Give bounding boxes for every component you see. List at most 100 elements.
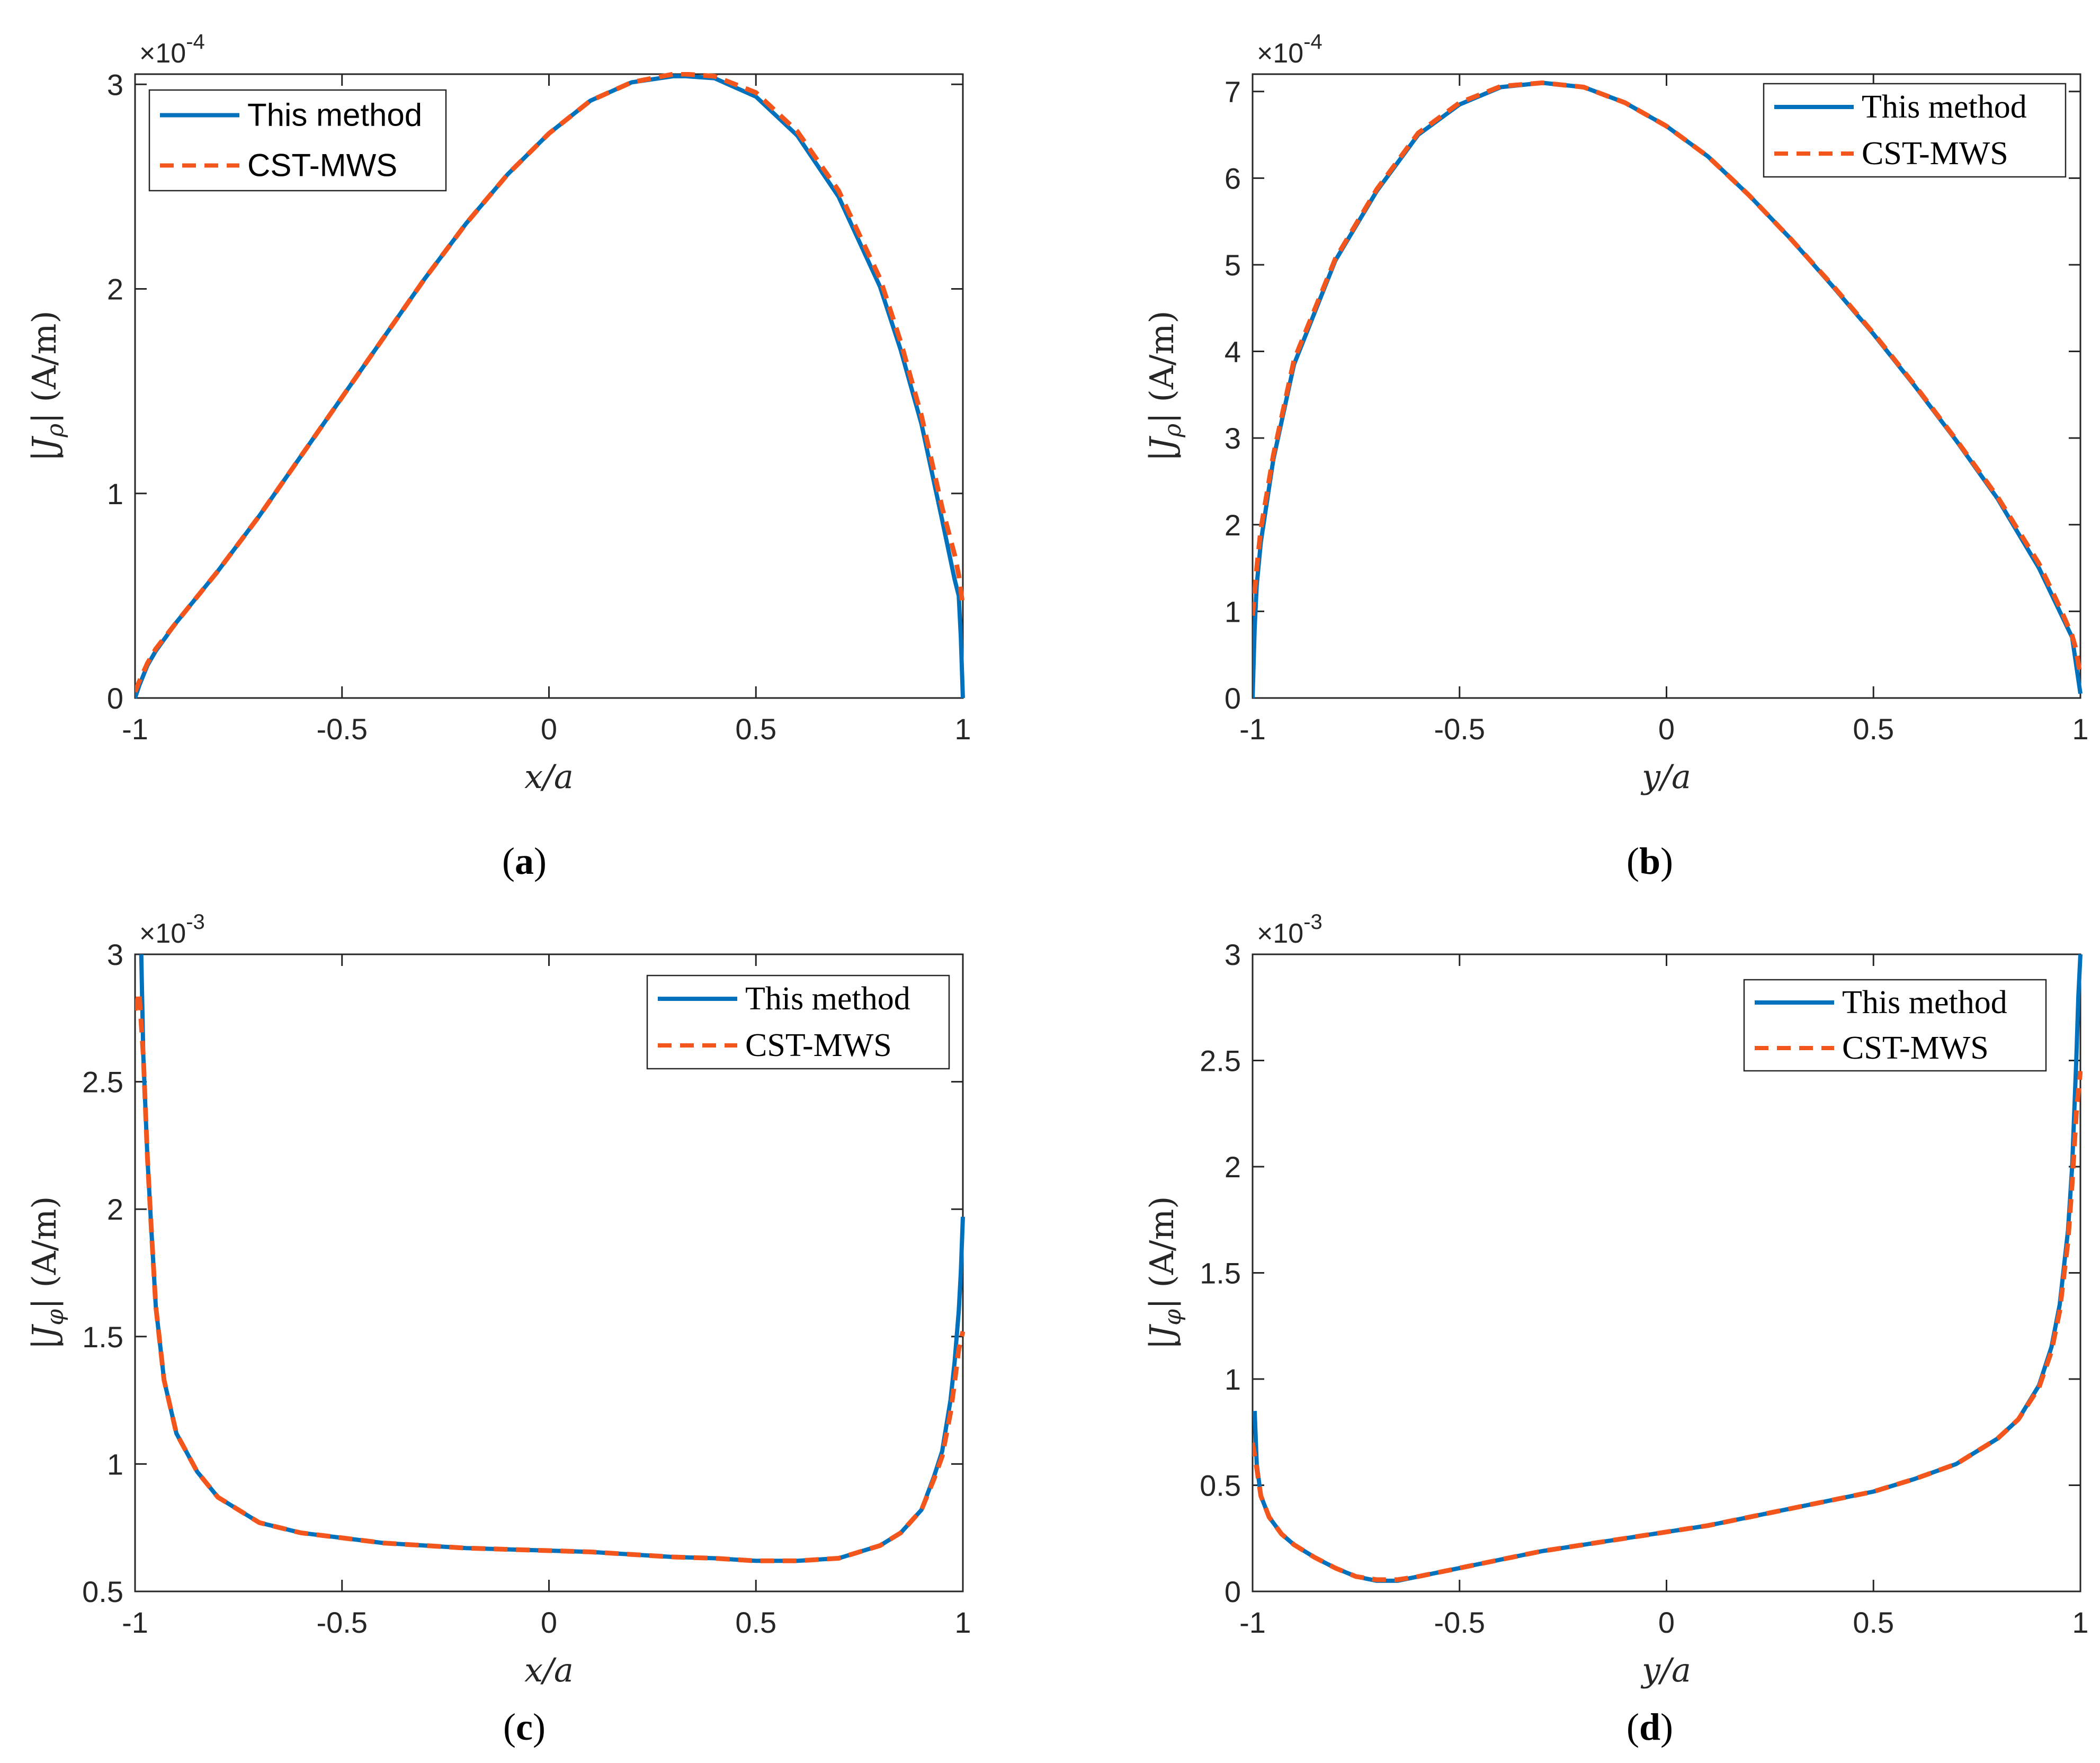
exponent-label: ×10-4: [1257, 30, 1322, 69]
y-label-bar: |: [1142, 1339, 1181, 1350]
panel-caption: (c): [503, 1706, 546, 1748]
legend-label: This method: [1862, 89, 2027, 125]
y-axis-label: |Jρ| (A/m): [25, 310, 69, 461]
panel-caption-letter: a: [515, 840, 534, 882]
x-axis-label: x/a: [524, 757, 574, 796]
legend-box: [148, 89, 447, 192]
plot-area: [1253, 80, 2083, 699]
y-tick-label: 2.5: [82, 1066, 123, 1099]
legend-label: This method: [745, 981, 910, 1017]
y-label-bar: |: [25, 1339, 64, 1350]
legend: This method CST-MWS: [1743, 979, 2047, 1072]
y-tick-label: 7: [1225, 75, 1241, 109]
exponent-power: -4: [186, 30, 205, 53]
x-tick-label: 1: [954, 712, 971, 746]
x-axis-label: y/a: [1640, 1651, 1691, 1689]
panel-d: -1 -0.5 0 0.5 1 0 0.5 1 1.5 2 2.5 3 ×10-3 y/a |Jφ| (A/…: [1142, 910, 2089, 1748]
exponent-base: ×10: [139, 38, 186, 69]
y-tick-label: 1.5: [82, 1320, 123, 1354]
exponent-label: ×10-3: [1257, 910, 1322, 949]
y-label-sub: φ: [1159, 1309, 1186, 1326]
y-tick-label: 2.5: [1200, 1044, 1241, 1078]
y-tick-label: 2: [107, 1193, 123, 1226]
x-tick-label: 0.5: [735, 1606, 776, 1639]
legend-box: [646, 974, 950, 1070]
x-tick-label: 0: [541, 1606, 557, 1639]
legend-label: CST-MWS: [247, 148, 397, 183]
x-tick-label: 0.5: [1853, 1606, 1894, 1639]
y-label-bar: |: [1142, 1287, 1181, 1309]
y-tick-label: 1: [1225, 595, 1241, 628]
y-tick-label: 1: [107, 477, 123, 511]
y-tick-label: 1.5: [1200, 1257, 1241, 1290]
legend-label: CST-MWS: [1862, 136, 2008, 172]
exponent-base: ×10: [1257, 918, 1303, 949]
series-cst-mws-line: [135, 990, 965, 1563]
x-axis-label: y/a: [1640, 757, 1691, 796]
legend-label: CST-MWS: [745, 1027, 892, 1063]
exponent-base: ×10: [139, 918, 186, 949]
plot-area: [135, 72, 965, 699]
series-cst-mws-line: [1253, 80, 2083, 677]
series-cst-mws-line: [1253, 1071, 2083, 1582]
y-tick-label: 2: [107, 273, 123, 306]
panel-a: -1 -0.5 0 0.5 1 0 1 2 3 ×10-4 x/a |Jρ| (A/m) This me…: [25, 30, 971, 882]
y-axis-label: |Jφ| (A/m): [25, 1196, 69, 1349]
panel-caption-letter: d: [1639, 1706, 1660, 1748]
y-axis-label: |Jφ| (A/m): [1142, 1196, 1186, 1349]
legend-box: [1763, 83, 2067, 178]
legend: This method CST-MWS: [148, 89, 447, 192]
panel-caption: (b): [1627, 840, 1673, 882]
x-tick-label: 1: [2072, 712, 2088, 746]
panel-caption: (d): [1627, 1706, 1673, 1748]
x-tick-label: 0: [541, 712, 557, 746]
y-label-bar: |: [25, 451, 64, 462]
y-tick-label: 1: [1225, 1363, 1241, 1396]
x-tick-label: 1: [954, 1606, 971, 1639]
y-tick-label: 0.5: [1200, 1469, 1241, 1502]
y-label-sub: φ: [42, 1309, 69, 1326]
exponent-base: ×10: [1257, 38, 1303, 69]
exponent-power: -4: [1303, 30, 1322, 53]
x-tick-label: -0.5: [317, 1606, 368, 1639]
exponent-power: -3: [186, 910, 205, 934]
y-label-bar: |: [1142, 402, 1181, 424]
y-tick-label: 3: [107, 938, 123, 971]
axes-box: [1252, 73, 2081, 699]
y-tick-label: 3: [1225, 938, 1241, 971]
y-tick-label: 2: [1225, 1150, 1241, 1184]
y-label-unit: (A/m): [25, 1196, 64, 1287]
x-tick-label: 1: [2072, 1606, 2088, 1639]
y-axis-label: |Jρ| (A/m): [1142, 310, 1186, 461]
x-tick-label: 0: [1658, 712, 1675, 746]
panel-caption-letter: b: [1639, 840, 1660, 882]
y-label-bar: |: [25, 1287, 64, 1309]
exponent-label: ×10-3: [139, 910, 205, 949]
y-tick-label: 5: [1225, 248, 1241, 282]
y-tick-label: 0.5: [82, 1575, 123, 1608]
x-tick-label: 0.5: [735, 712, 776, 746]
y-label-sub: ρ: [1159, 424, 1186, 438]
exponent-label: ×10-4: [139, 30, 205, 69]
y-label-bar: |: [1142, 451, 1181, 462]
legend-box: [1743, 979, 2047, 1072]
y-label-unit: (A/m): [1142, 1196, 1181, 1287]
y-label-unit: (A/m): [1142, 310, 1181, 402]
y-tick-label: 0: [1225, 682, 1241, 715]
x-tick-label: -0.5: [1434, 712, 1486, 746]
legend-label: This method: [1842, 985, 2007, 1021]
x-tick-label: 0.5: [1853, 712, 1894, 746]
plot-area: [135, 954, 965, 1563]
panel-caption: (a): [502, 840, 547, 882]
y-tick-label: 0: [107, 682, 123, 715]
x-tick-label: -0.5: [1434, 1606, 1486, 1639]
exponent-power: -3: [1303, 910, 1322, 934]
y-tick-label: 4: [1225, 335, 1241, 369]
y-tick-label: 3: [1225, 422, 1241, 455]
y-tick-label: 0: [1225, 1575, 1241, 1608]
legend-label: This method: [247, 97, 422, 133]
panel-c: -1 -0.5 0 0.5 1 0.5 1 1.5 2 2.5 3 ×10-3 x/a |Jφ| (A/m…: [25, 910, 971, 1748]
y-tick-label: 3: [107, 68, 123, 101]
y-tick-label: 6: [1225, 162, 1241, 195]
